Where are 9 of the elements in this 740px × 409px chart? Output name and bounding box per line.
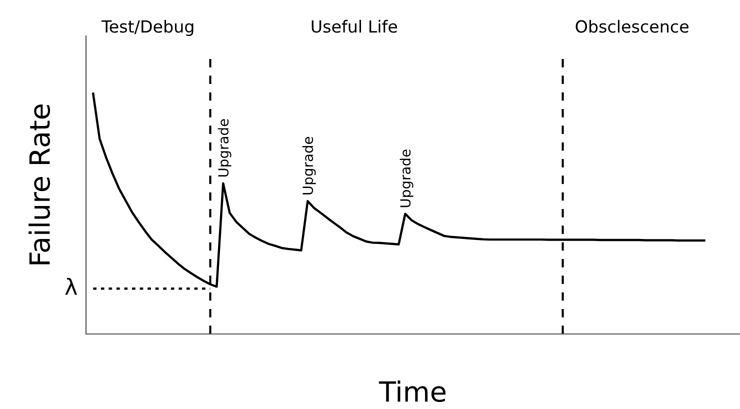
text: Useful Life bbox=[312, 20, 398, 33]
text: Obsclescence bbox=[576, 20, 688, 33]
text: Test/Debug bbox=[101, 20, 194, 36]
annotation: Upgrade bbox=[400, 150, 414, 208]
annotation: Upgrade bbox=[302, 136, 316, 194]
text: λ bbox=[65, 278, 78, 295]
x-axis-title: Time bbox=[378, 380, 446, 402]
y-axis-title: Failure Rate bbox=[28, 104, 50, 264]
annotation: Upgrade bbox=[218, 119, 232, 177]
